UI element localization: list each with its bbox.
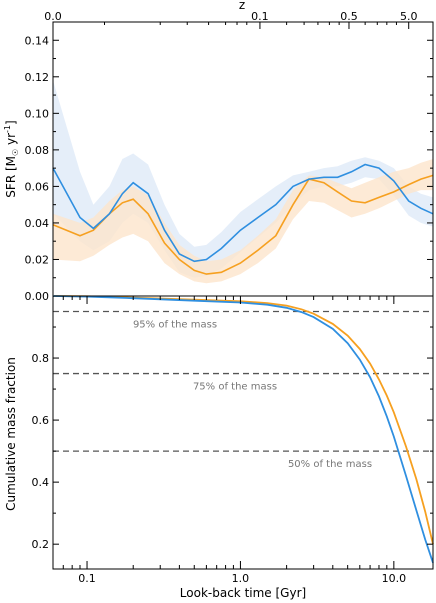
- sfr-y-axis-label: SFR [M☉ yr-1]: [3, 120, 20, 197]
- mass-fraction-bands: [53, 296, 433, 548]
- sfr-confidence-bands: [53, 80, 433, 284]
- redshift-tick-label: 0.0: [44, 10, 62, 23]
- sfr-ytick-label: 0.10: [25, 107, 50, 120]
- mass-reference-label: 95% of the mass: [133, 320, 217, 331]
- mass-reference-label: 75% of the mass: [193, 382, 277, 393]
- orange-sfr-line: [52, 174, 434, 275]
- mass-ytick-label: 0.6: [32, 414, 50, 427]
- lookback-x-axis-ticks: 0.1 1.0 10.0: [62, 296, 407, 585]
- sfr-ytick-label: 0.14: [25, 34, 50, 47]
- mass-reference-label: 50% of the mass: [288, 459, 372, 470]
- blue-sfr-band: [53, 80, 433, 278]
- lookback-x-axis-label: Look-back time [Gyr]: [180, 586, 306, 600]
- mass-ytick-label: 0.4: [32, 476, 50, 489]
- mass-fraction-panel: 95% of the mass 75% of the mass 50% of the…: [4, 295, 434, 600]
- sfr-ytick-label: 0.02: [25, 253, 50, 266]
- mass-ytick-label: 0.2: [32, 538, 50, 551]
- mass-y-axis-label: Cumulative mass fraction: [4, 357, 18, 511]
- orange-mass-line: [52, 295, 434, 545]
- redshift-axis-label: z: [239, 0, 245, 12]
- lookback-tick-label: 1.0: [232, 572, 250, 585]
- sfr-ytick-label: 0.04: [25, 217, 50, 230]
- lookback-tick-label: 10.0: [382, 572, 407, 585]
- sfr-ytick-label: 0.12: [25, 71, 50, 84]
- lookback-tick-label: 0.1: [78, 572, 96, 585]
- sfr-ytick-label: 0.08: [25, 144, 50, 157]
- redshift-tick-label: 0.5: [340, 10, 358, 23]
- blue-mass-line: [52, 295, 434, 564]
- sfr-ytick-label: 0.00: [25, 290, 50, 303]
- sfr-panel: 0.000.020.040.060.080.100.120.14 0.0 0.1 0…: [3, 0, 434, 303]
- redshift-tick-label: 5.0: [400, 10, 418, 23]
- blue-sfr-line: [52, 163, 434, 263]
- orange-mass-band: [53, 296, 433, 548]
- redshift-tick-label: 0.1: [251, 10, 269, 23]
- sfr-series-lines: [52, 163, 434, 275]
- mass-fraction-lines: [52, 295, 434, 564]
- mass-y-axis-ticks: 0.2 0.4 0.6 0.8: [32, 326, 433, 551]
- mass-reference-lines: 95% of the mass 75% of the mass 50% of the…: [53, 310, 433, 470]
- mass-panel-frame: [52, 295, 434, 570]
- mass-ytick-label: 0.8: [32, 352, 50, 365]
- redshift-axis-ticks: 0.0 0.1 0.5 5.0: [44, 10, 417, 29]
- orange-sfr-band: [53, 159, 433, 284]
- sfr-ytick-label: 0.06: [25, 180, 50, 193]
- sfr-y-axis-ticks: 0.00 0.02 0.04 0.06 0.08 0.10 0.12 0.14: [25, 34, 433, 303]
